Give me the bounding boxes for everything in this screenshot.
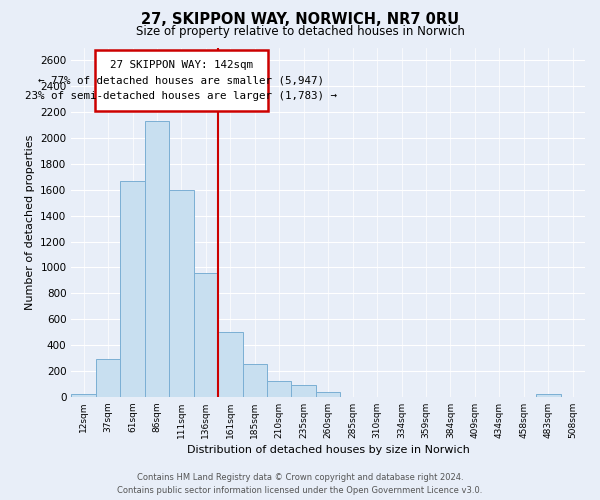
Bar — [242, 364, 267, 397]
Text: ← 77% of detached houses are smaller (5,947): ← 77% of detached houses are smaller (5,… — [38, 76, 325, 86]
Bar — [96, 358, 120, 397]
FancyBboxPatch shape — [95, 50, 268, 111]
Y-axis label: Number of detached properties: Number of detached properties — [25, 134, 35, 310]
Text: Size of property relative to detached houses in Norwich: Size of property relative to detached ho… — [136, 25, 464, 38]
Text: 27, SKIPPON WAY, NORWICH, NR7 0RU: 27, SKIPPON WAY, NORWICH, NR7 0RU — [141, 12, 459, 28]
Text: 27 SKIPPON WAY: 142sqm: 27 SKIPPON WAY: 142sqm — [110, 60, 253, 70]
Text: 23% of semi-detached houses are larger (1,783) →: 23% of semi-detached houses are larger (… — [25, 90, 337, 101]
Bar — [194, 272, 218, 397]
Bar — [169, 190, 194, 397]
Bar — [316, 392, 340, 397]
Bar — [267, 382, 292, 397]
Bar — [292, 384, 316, 397]
Bar — [120, 181, 145, 397]
Bar — [145, 121, 169, 397]
X-axis label: Distribution of detached houses by size in Norwich: Distribution of detached houses by size … — [187, 445, 470, 455]
Text: Contains HM Land Registry data © Crown copyright and database right 2024.
Contai: Contains HM Land Registry data © Crown c… — [118, 474, 482, 495]
Bar — [218, 332, 242, 397]
Bar — [536, 394, 560, 397]
Bar — [71, 394, 96, 397]
